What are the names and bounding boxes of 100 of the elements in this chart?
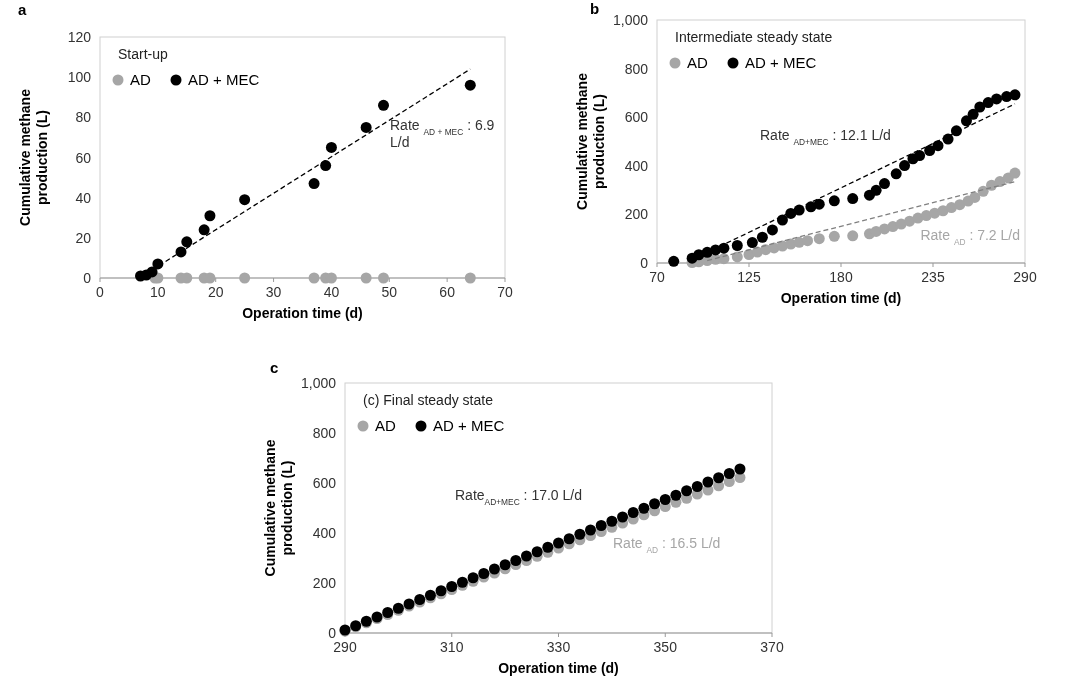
y-tick-label: 600	[312, 475, 337, 491]
text: Intermediate steady state	[675, 29, 833, 45]
legend-label: AD	[130, 71, 151, 88]
x-tick-label: 70	[649, 269, 665, 285]
point	[1009, 89, 1021, 101]
point	[360, 121, 372, 133]
point	[756, 231, 768, 243]
x-axis-title: Operation time (d)	[498, 660, 619, 676]
legend-label: AD + MEC	[433, 417, 505, 434]
x-tick-label: 0	[96, 284, 105, 300]
point	[320, 160, 332, 172]
point	[766, 224, 778, 236]
y-tick-label: 20	[75, 229, 92, 246]
point	[464, 272, 476, 284]
point	[478, 568, 490, 579]
y-tick-label: 200	[624, 206, 649, 223]
point	[914, 150, 926, 162]
text: b	[590, 0, 600, 17]
point	[969, 191, 981, 203]
x-tick-label: 180	[829, 269, 853, 285]
point	[950, 125, 962, 137]
y-tick-label: 0	[328, 625, 337, 641]
point	[1009, 167, 1021, 179]
y-tick-label: 800	[312, 425, 337, 441]
point	[731, 240, 743, 251]
point	[828, 230, 840, 242]
x-tick-label: 20	[207, 284, 224, 300]
point	[308, 272, 320, 284]
point	[967, 108, 979, 120]
x-tick-label: 10	[150, 284, 166, 300]
text: (c) Final steady state	[363, 392, 494, 408]
point	[606, 515, 618, 527]
point	[649, 498, 661, 510]
point	[204, 210, 216, 222]
point	[878, 178, 890, 190]
point	[531, 546, 543, 558]
point	[960, 115, 972, 127]
x-tick-label: 70	[497, 284, 513, 300]
point	[574, 528, 586, 540]
point	[239, 194, 251, 206]
y-tick-label: 100	[67, 69, 92, 86]
x-tick-label: 290	[333, 639, 357, 655]
point	[325, 141, 337, 153]
x-tick-label: 290	[1013, 269, 1037, 285]
y-tick-label: 400	[312, 525, 337, 541]
y-tick-label: 80	[75, 109, 92, 126]
text: Rate $_{AD + MEC}$ : 6.9 L/d	[390, 117, 495, 150]
y-axis-title: Cumulative methane production (L)	[17, 88, 50, 226]
point	[668, 255, 680, 267]
x-tick-label: 350	[653, 639, 678, 655]
point	[510, 555, 522, 566]
y-tick-label: 60	[75, 149, 92, 166]
point	[499, 559, 511, 571]
point	[702, 476, 714, 488]
x-tick-label: 50	[381, 284, 398, 300]
y-tick-label: 200	[312, 575, 337, 591]
point	[904, 215, 916, 227]
point	[731, 251, 743, 263]
point	[924, 144, 936, 156]
point	[954, 199, 966, 211]
point	[723, 468, 735, 479]
point	[198, 224, 210, 236]
point	[847, 230, 859, 242]
y-tick-label: 600	[624, 109, 649, 126]
x-tick-label: 60	[439, 284, 456, 300]
point	[595, 520, 607, 531]
point	[847, 193, 859, 205]
point	[308, 178, 320, 190]
annotation: Rate $_{AD}$ : 7.2 L/d	[920, 227, 1020, 247]
x-tick-label: 370	[760, 639, 784, 655]
point	[691, 481, 703, 492]
annotation: Rate $_{AD+MEC}$ : 12.1 L/d	[760, 127, 891, 147]
text: a	[18, 1, 27, 18]
point	[991, 93, 1003, 105]
point	[802, 235, 814, 247]
annotation: Rate $_{AD}$ : 16.5 L/d	[613, 535, 721, 555]
x-axis-title: Operation time (d)	[780, 290, 902, 306]
point	[239, 272, 251, 284]
point	[713, 472, 725, 484]
point	[360, 272, 372, 284]
x-tick-label: 125	[737, 269, 761, 285]
point	[638, 502, 650, 514]
x-tick-label: 235	[921, 269, 945, 285]
point	[734, 463, 746, 475]
point	[890, 168, 902, 180]
y-axis-title: Cumulative methane production (L)	[262, 439, 295, 577]
point	[617, 511, 629, 523]
point	[520, 550, 532, 562]
y-tick-label: 1,000	[300, 375, 337, 391]
legend-label: AD + MEC	[745, 54, 817, 71]
point	[870, 184, 882, 196]
point	[670, 489, 682, 501]
x-tick-label: 310	[440, 639, 464, 655]
point	[542, 541, 554, 553]
legend-label: AD + MEC	[188, 71, 260, 88]
point	[932, 140, 944, 152]
point	[899, 160, 911, 172]
text: Start-up	[118, 46, 169, 62]
legend-label: AD	[687, 54, 708, 71]
annotation: Rate$_{AD+MEC}$ : 17.0 L/d	[455, 487, 582, 507]
